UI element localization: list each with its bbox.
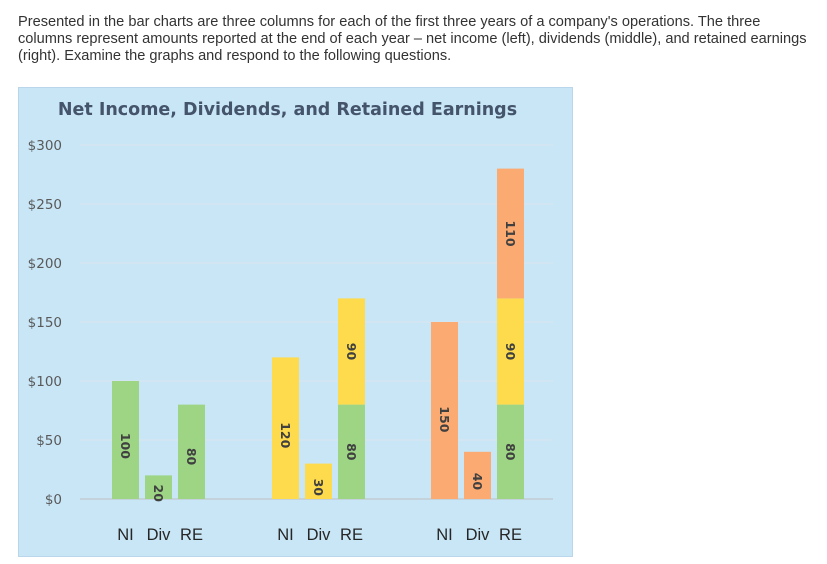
bar-segment xyxy=(338,298,365,405)
bar-segment xyxy=(497,168,524,299)
category-label: Div xyxy=(466,526,491,544)
data-label: 120 xyxy=(278,422,293,448)
chart-title: Net Income, Dividends, and Retained Earn… xyxy=(57,100,518,120)
bar-segment xyxy=(178,404,205,499)
category-label: RE xyxy=(499,526,522,544)
data-label: 30 xyxy=(311,479,326,497)
data-label: 110 xyxy=(503,220,518,246)
bar-segment xyxy=(272,357,299,499)
data-label: 80 xyxy=(503,443,518,461)
bar-segment xyxy=(112,381,139,499)
category-label: NI xyxy=(277,526,294,544)
data-label: 90 xyxy=(503,343,518,361)
y-tick-label: $250 xyxy=(28,197,62,213)
category-label: NI xyxy=(117,526,134,544)
bar-segment xyxy=(464,451,491,499)
data-label: 20 xyxy=(151,484,166,502)
bar-segment xyxy=(145,475,172,499)
intro-text: Presented in the bar charts are three co… xyxy=(18,14,807,64)
category-label: NI xyxy=(436,526,453,544)
y-tick-label: $200 xyxy=(28,256,62,272)
bar-segment xyxy=(305,463,332,499)
bar-segment xyxy=(338,404,365,499)
bar-segment xyxy=(431,322,458,499)
bar-segment xyxy=(497,404,524,499)
data-label: 80 xyxy=(184,448,199,466)
category-label: RE xyxy=(180,526,203,544)
y-tick-label: $50 xyxy=(36,433,62,449)
category-label: Div xyxy=(307,526,332,544)
y-tick-label: $150 xyxy=(28,315,62,331)
y-tick-label: $100 xyxy=(28,374,62,390)
data-label: 100 xyxy=(118,433,133,459)
y-tick-label: $300 xyxy=(28,138,62,154)
bar-segment xyxy=(497,298,524,405)
data-label: 150 xyxy=(437,406,452,432)
data-label: 90 xyxy=(344,343,359,361)
data-label: 40 xyxy=(470,473,485,491)
y-tick-label: $0 xyxy=(45,492,62,508)
data-label: 80 xyxy=(344,443,359,461)
category-label: RE xyxy=(340,526,363,544)
category-label: Div xyxy=(147,526,172,544)
